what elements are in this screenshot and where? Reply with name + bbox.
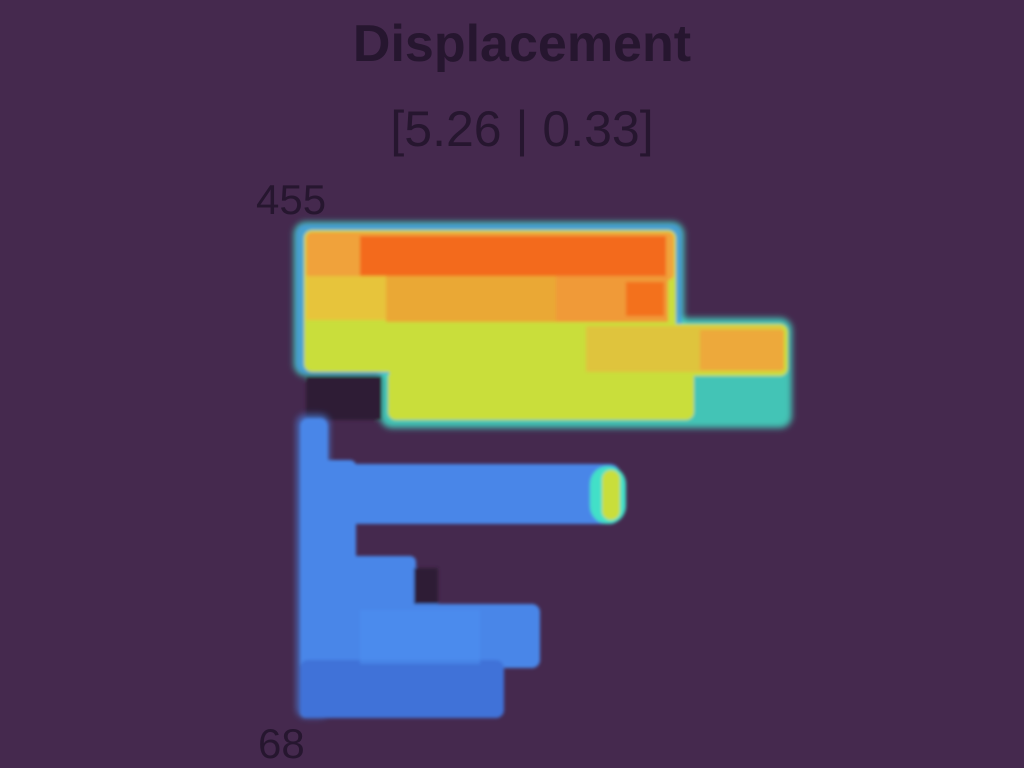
scale-min-label: 68 — [258, 720, 305, 767]
lower-cool-region — [296, 414, 626, 718]
viewer-title: Displacement — [352, 15, 692, 73]
upper-hot-region — [294, 222, 792, 428]
scale-max-label: 455 — [256, 176, 327, 223]
range-label: [5.26 | 0.33] — [390, 101, 654, 157]
